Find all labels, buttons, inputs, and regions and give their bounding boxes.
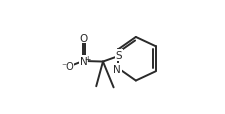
Text: O: O [80, 34, 88, 43]
Text: +: + [84, 54, 90, 63]
Text: ⁻O: ⁻O [61, 61, 74, 71]
Text: N: N [113, 65, 121, 74]
Text: S: S [115, 51, 122, 61]
Text: N: N [80, 57, 88, 66]
